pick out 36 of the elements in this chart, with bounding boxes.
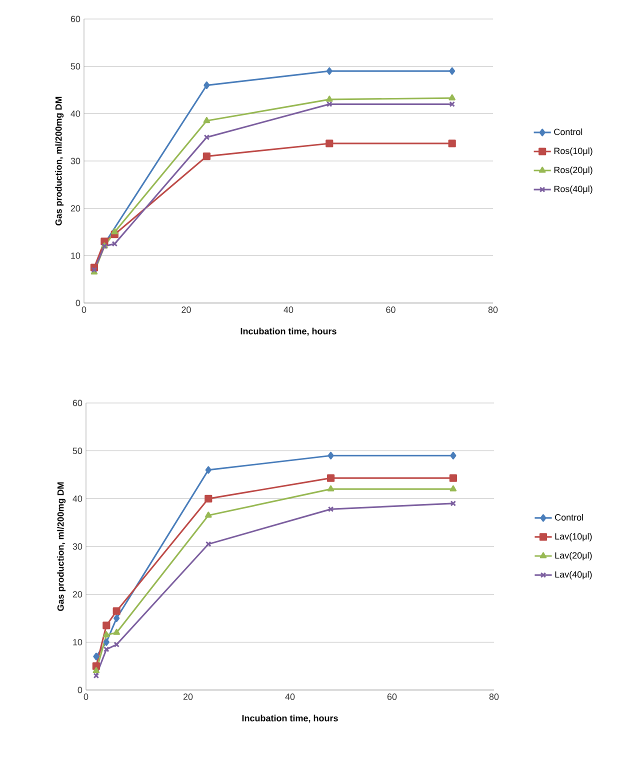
y-tick-label: 20 <box>72 591 82 598</box>
y-tick-label: 60 <box>72 400 82 406</box>
x-tick-label: 20 <box>182 306 191 313</box>
y-tick-label: 30 <box>72 543 82 550</box>
legend-label: Lav(20μl) <box>555 552 592 560</box>
legend-label: Lav(40μl) <box>555 571 592 580</box>
x-tick-label: 60 <box>387 694 397 700</box>
x-tick-label: 20 <box>183 694 193 700</box>
y-tick-label: 30 <box>70 158 80 164</box>
y-tick-label: 40 <box>72 495 82 502</box>
y-tick-label: 0 <box>76 300 80 306</box>
legend-label: Ros(40μl) <box>554 186 592 194</box>
legend-label: Ros(20μl) <box>554 166 592 175</box>
y-tick-label: 40 <box>70 110 80 117</box>
x-tick-label: 40 <box>285 694 295 700</box>
legend-label: Control <box>554 128 582 136</box>
y-axis-title: Gas production, ml/200mg DM <box>57 482 66 611</box>
y-tick-label: 20 <box>70 205 80 212</box>
legend-label: Control <box>555 514 583 521</box>
y-tick-label: 60 <box>70 16 80 22</box>
x-tick-label: 40 <box>284 306 294 313</box>
x-tick-label: 60 <box>386 306 396 313</box>
x-tick-label: 80 <box>489 694 499 700</box>
y-tick-label: 10 <box>73 638 82 646</box>
x-axis-title: Incubation time, hours <box>242 714 338 723</box>
y-tick-label: 0 <box>78 686 82 694</box>
y-axis-title: Gas production, ml/200mg DM <box>55 96 64 226</box>
legend-label: Ros(10μl) <box>554 147 592 156</box>
legend-label: Lav(10μl) <box>555 532 592 542</box>
y-tick-label: 50 <box>72 448 82 454</box>
x-axis-title: Incubation time, hours <box>240 328 336 336</box>
x-tick-label: 80 <box>488 306 498 313</box>
y-tick-label: 10 <box>71 252 80 259</box>
x-tick-label: 0 <box>84 694 88 700</box>
x-tick-label: 0 <box>82 306 86 313</box>
y-tick-label: 50 <box>70 63 80 70</box>
